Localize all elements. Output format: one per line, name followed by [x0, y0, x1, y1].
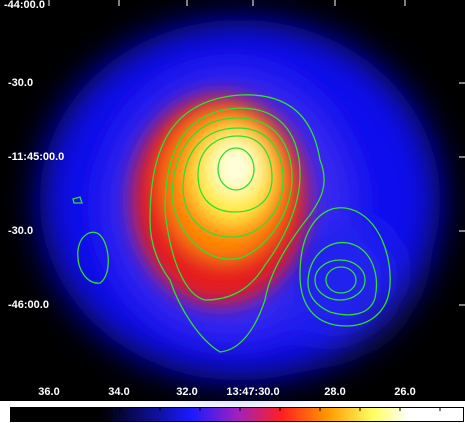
frame-ticks	[48, 0, 465, 306]
colorbar	[10, 407, 464, 422]
y-label: -46:00.0	[8, 299, 49, 311]
y-label: -30.0	[8, 225, 33, 237]
x-label: 34.0	[108, 386, 129, 398]
x-label: 26.0	[394, 386, 415, 398]
core	[132, 95, 308, 305]
contours	[72, 94, 391, 353]
y-label: -44:00.0	[4, 0, 45, 11]
y-label: -11:45:00.0	[8, 151, 64, 163]
image-frame: -44:00.0 -30.0 -11:45:00.0 -30.0 -46:00.…	[0, 0, 465, 401]
colorbar-scale	[10, 407, 464, 422]
x-label: 36.0	[38, 386, 59, 398]
colorbar-ticks	[39, 407, 441, 411]
y-label: -30.0	[8, 77, 33, 89]
x-label: 28.0	[324, 386, 345, 398]
x-label: 32.0	[176, 386, 197, 398]
x-label: 13:47:30.0	[226, 386, 279, 398]
